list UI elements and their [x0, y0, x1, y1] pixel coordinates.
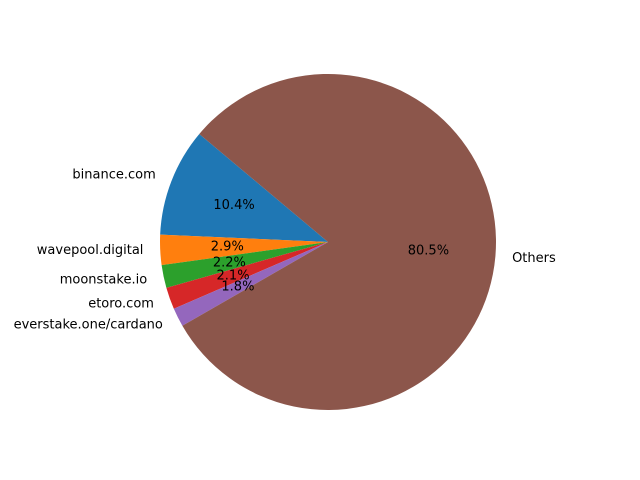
pie-slice-others [182, 73, 497, 410]
slice-label-etoro-com: etoro.com [88, 297, 154, 312]
percent-label-everstake-one-cardano: 1.8% [221, 280, 254, 295]
slices-group [159, 73, 497, 410]
percent-label-moonstake-io: 2.2% [213, 255, 246, 270]
slice-label-everstake-one-cardano: everstake.one/cardano [14, 317, 163, 332]
slice-label-wavepool-digital: wavepool.digital [37, 243, 144, 258]
labels-group: binance.com 10.4% wavepool.digital 2.9% moon… [14, 167, 556, 332]
pie-slice-etoro-com [166, 242, 328, 309]
pie-slice-binance-com [160, 134, 328, 242]
slice-label-moonstake-io: moonstake.io [60, 273, 147, 288]
pie-slice-moonstake-io [161, 242, 328, 288]
percent-label-binance-com: 10.4% [213, 198, 254, 213]
percent-label-wavepool-digital: 2.9% [211, 239, 244, 254]
percent-label-etoro-com: 2.1% [217, 268, 250, 283]
slice-label-binance-com: binance.com [72, 167, 155, 182]
percent-label-others: 80.5% [408, 243, 449, 258]
slice-label-others: Others [512, 251, 556, 266]
pie-slice-everstake-one-cardano [173, 242, 328, 326]
pie-slice-wavepool-digital [159, 234, 328, 266]
